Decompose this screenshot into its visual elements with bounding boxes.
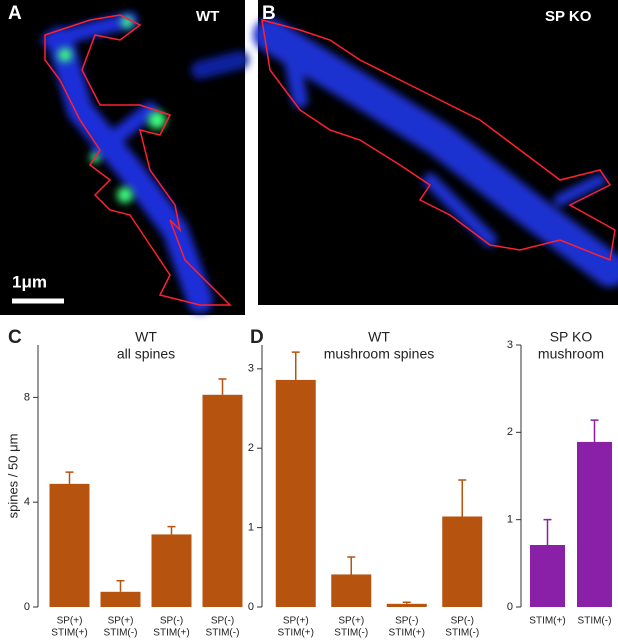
bar [331, 574, 372, 607]
error-bar [291, 351, 300, 380]
bar [49, 483, 90, 607]
bar [151, 534, 192, 607]
x-tick-label: SP(-) [160, 616, 183, 627]
error-bar [458, 479, 467, 517]
y-tick-label: 2 [248, 442, 254, 454]
chart-title: WT [368, 329, 390, 345]
bar [577, 441, 612, 607]
x-tick-label: STIM(-) [578, 616, 612, 627]
y-tick-label: 4 [24, 496, 30, 508]
y-tick-label: 1 [248, 522, 254, 534]
x-tick-label: STIM(-) [206, 628, 240, 639]
image-a [0, 0, 249, 315]
x-tick-label: SP(-) [451, 616, 474, 627]
error-bar [402, 601, 411, 604]
bar [386, 603, 427, 607]
x-tick-label: STIM(+) [153, 628, 189, 639]
x-tick-label: SP(+) [338, 616, 364, 627]
error-bar [543, 518, 552, 545]
x-tick-label: STIM(-) [445, 628, 479, 639]
x-tick-label: SP(+) [283, 616, 309, 627]
y-tick-label: 3 [248, 363, 254, 375]
image-title: SP KO [545, 8, 592, 25]
y-tick-label: 0 [507, 601, 513, 613]
x-tick-label: SP(-) [211, 616, 234, 627]
image-b [253, 0, 618, 305]
error-bar [218, 378, 227, 395]
panel-label: A [8, 3, 22, 24]
y-tick-label: 3 [507, 339, 513, 351]
error-bar [65, 471, 74, 484]
x-tick-label: STIM(-) [334, 628, 368, 639]
x-tick-label: SP(+) [57, 616, 83, 627]
x-tick-label: STIM(+) [389, 628, 425, 639]
chart-subtitle: all spines [117, 346, 175, 362]
panel-label: C [8, 327, 22, 348]
bar [202, 394, 243, 607]
scale-bar-label: 1μm [12, 272, 47, 291]
error-bar [167, 525, 176, 535]
error-bar [347, 556, 356, 575]
chart-subtitle: mushroom [538, 346, 604, 362]
error-bar [590, 419, 599, 442]
y-tick-label: 1 [507, 514, 513, 526]
y-tick-label: 0 [248, 601, 254, 613]
chart-title: SP KO [550, 329, 593, 345]
chart-title: WT [135, 329, 157, 345]
panel-label: D [250, 327, 264, 348]
x-tick-label: STIM(-) [104, 628, 138, 639]
x-tick-label: SP(-) [395, 616, 418, 627]
bar [442, 516, 483, 607]
chart-subtitle: mushroom spines [324, 346, 435, 362]
image-title: WT [196, 8, 219, 25]
y-axis-label: spines / 50 μm [5, 434, 20, 519]
x-tick-label: SP(+) [108, 616, 134, 627]
bar [530, 544, 565, 607]
y-tick-label: 8 [24, 391, 30, 403]
x-tick-label: STIM(+) [51, 628, 87, 639]
panel-label: B [262, 3, 276, 24]
y-tick-label: 0 [24, 601, 30, 613]
y-tick-label: 2 [507, 426, 513, 438]
bar [275, 379, 316, 607]
error-bar [116, 580, 125, 592]
x-tick-label: STIM(+) [529, 616, 565, 627]
x-tick-label: STIM(+) [278, 628, 314, 639]
bar [100, 591, 141, 607]
